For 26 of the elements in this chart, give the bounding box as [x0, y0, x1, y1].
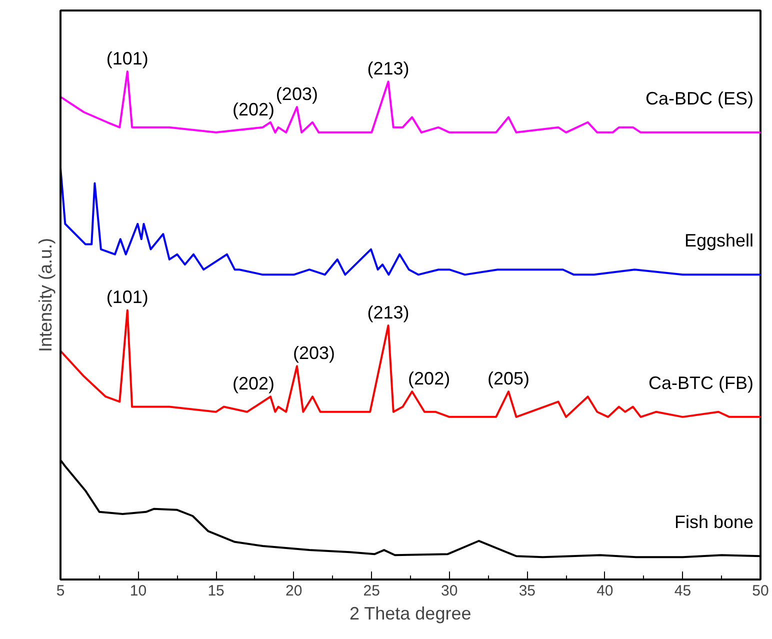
- x-tick-label: 30: [441, 582, 458, 600]
- x-tick-label: 35: [518, 582, 536, 600]
- x-tick-label: 15: [208, 582, 224, 600]
- x-tick-label: 50: [752, 582, 769, 600]
- annotation: (203): [292, 343, 335, 364]
- series-label: Ca-BTC (FB): [648, 372, 754, 393]
- annotation: (205): [487, 368, 530, 389]
- x-tick-label: 10: [130, 582, 147, 600]
- annotation: (202): [408, 368, 450, 389]
- annotation: (202): [232, 374, 275, 394]
- annotation: (101): [106, 48, 148, 68]
- annotation: (213): [367, 58, 410, 79]
- annotation: (202): [232, 99, 275, 120]
- x-tick-label: 20: [285, 582, 302, 600]
- series-label: Ca-BDC (ES): [645, 88, 754, 108]
- x-tick-label: 40: [596, 582, 614, 600]
- series-label: Fish bone: [674, 512, 754, 532]
- y-axis-title: Intensity (a.u.): [36, 238, 56, 352]
- x-tick-label: 25: [363, 582, 380, 600]
- annotation: (101): [106, 287, 148, 308]
- x-axis-title: 2 Theta degree: [349, 604, 472, 624]
- annotation: (203): [276, 84, 318, 104]
- annotation: (213): [367, 302, 410, 322]
- x-tick-label: 5: [56, 582, 65, 600]
- x-tick-label: 45: [674, 582, 692, 600]
- series-label: Eggshell: [684, 230, 754, 251]
